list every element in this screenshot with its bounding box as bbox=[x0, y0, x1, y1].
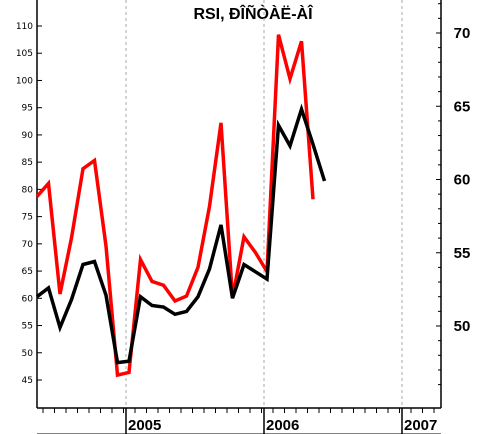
left-tick-label: 50 bbox=[22, 349, 34, 359]
series-layer bbox=[35, 34, 327, 378]
left-tick-label: 45 bbox=[22, 376, 33, 386]
left-ticks: 45 50 55 60 65 70 75 80 85 90 95 100 105 110 bbox=[16, 22, 42, 386]
right-tick-label: 55 bbox=[454, 245, 471, 262]
x-ticks: 2005 2006 2007 bbox=[42, 408, 437, 434]
right-tick-label: 65 bbox=[454, 98, 471, 115]
left-tick-label: 65 bbox=[22, 267, 33, 277]
left-tick-label: 85 bbox=[22, 158, 33, 168]
grid-layer bbox=[125, 0, 403, 408]
x-tick-label: 2006 bbox=[266, 417, 299, 434]
left-tick-label: 110 bbox=[16, 22, 33, 32]
left-tick-label: 90 bbox=[22, 131, 34, 141]
left-tick-label: 100 bbox=[16, 76, 33, 86]
right-tick-label: 50 bbox=[454, 318, 471, 335]
left-tick-label: 70 bbox=[22, 240, 34, 250]
left-tick-label: 95 bbox=[22, 104, 33, 114]
left-tick-label: 60 bbox=[22, 294, 34, 304]
black-series-line bbox=[35, 103, 327, 365]
chart-title: RSI, ĐÎÑÒÀË-ÀÎ bbox=[193, 3, 314, 23]
right-ticks: 50 55 60 65 70 bbox=[436, 3, 471, 386]
left-tick-label: 75 bbox=[22, 213, 33, 223]
left-tick-label: 80 bbox=[22, 185, 34, 195]
right-tick-label: 60 bbox=[454, 172, 471, 189]
right-tick-label: 70 bbox=[454, 25, 471, 42]
x-tick-label: 2005 bbox=[128, 417, 161, 434]
x-tick-label: 2007 bbox=[404, 417, 437, 434]
left-tick-label: 55 bbox=[22, 322, 33, 332]
left-tick-label: 105 bbox=[16, 49, 33, 59]
